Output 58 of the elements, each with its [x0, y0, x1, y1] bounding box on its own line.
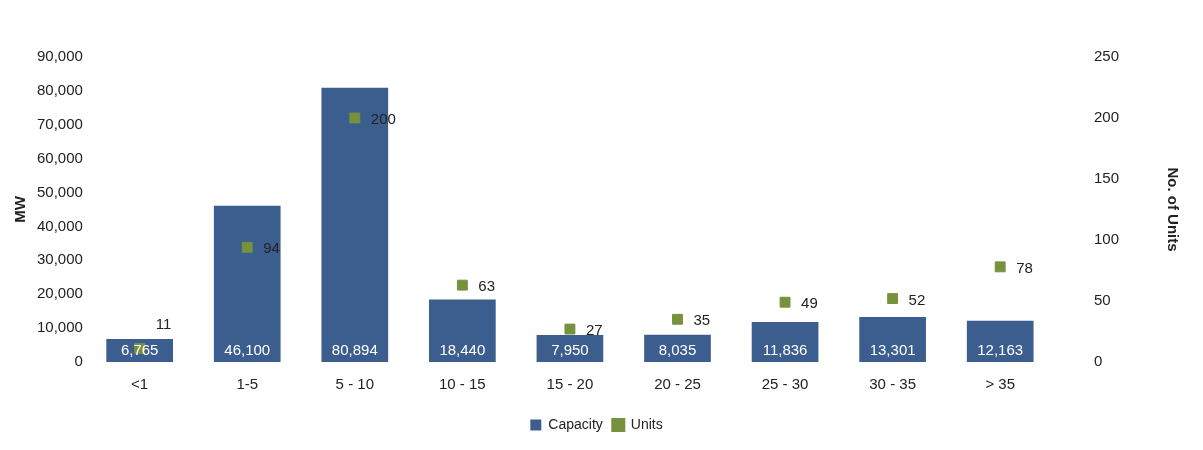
data-label: 80,894	[331, 340, 378, 358]
data-label: 11	[155, 314, 172, 332]
y-tick-label: 50,000	[36, 182, 83, 200]
x-tick-label: <1	[131, 375, 149, 393]
data-label: 27	[585, 321, 603, 339]
point	[887, 293, 899, 305]
x-tick-label: 25 - 30	[761, 375, 809, 393]
data-label: 52	[908, 290, 926, 308]
point	[994, 261, 1006, 273]
legend-label: Units	[630, 415, 663, 432]
data-label: 78	[1016, 258, 1033, 276]
data-label: 35	[693, 311, 711, 329]
data-label: 6,765	[120, 340, 159, 358]
bar	[429, 299, 496, 362]
point	[564, 323, 576, 335]
y-tick-label: 90,000	[36, 47, 83, 65]
legend-label: Capacity	[548, 415, 603, 432]
y2-tick-label: 100	[1093, 230, 1119, 248]
y-tick-label: 70,000	[36, 114, 83, 132]
point	[349, 112, 361, 124]
x-tick-label: > 35	[985, 375, 1015, 393]
y2-tick-label: 150	[1093, 169, 1119, 187]
data-label: 49	[801, 294, 818, 312]
y-tick-label: 30,000	[36, 250, 83, 268]
y-tick-label: 20,000	[36, 284, 83, 302]
point	[779, 296, 791, 308]
data-label: 46,100	[224, 340, 271, 358]
y-tick-label: 80,000	[36, 81, 83, 99]
x-tick-label: 20 - 25	[654, 375, 701, 393]
y-tick-label: 40,000	[36, 216, 83, 234]
y2-tick-label: 0	[1093, 352, 1103, 370]
y-tick-label: 10,000	[36, 318, 83, 336]
point	[672, 313, 683, 325]
bar	[966, 320, 1034, 362]
data-label: 63	[478, 277, 496, 295]
x-tick-label: 10 - 15	[439, 375, 486, 393]
data-label: 13,301	[869, 340, 916, 358]
y-tick-label: 0	[74, 352, 83, 370]
bar	[213, 205, 281, 362]
data-label: 94	[263, 239, 280, 257]
point	[241, 241, 253, 253]
y2-tick-label: 50	[1093, 291, 1111, 309]
y2-tick-label: 250	[1093, 47, 1119, 65]
x-tick-label: 1-5	[236, 375, 259, 393]
point	[456, 279, 468, 291]
x-tick-label: 15 - 20	[546, 375, 594, 393]
y-tick-label: 60,000	[36, 148, 83, 166]
x-tick-label: 5 - 10	[335, 375, 374, 393]
y-axis-title: MW	[11, 195, 29, 223]
data-label: 12,163	[977, 340, 1024, 358]
data-label: 7,950	[551, 340, 589, 358]
x-tick-label: 30 - 35	[869, 375, 916, 393]
data-label: 11,836	[762, 340, 808, 358]
data-label: 8,035	[658, 340, 697, 358]
data-label: 18,440	[439, 340, 486, 358]
bar	[859, 316, 926, 362]
y2-axis-title: No. of Units	[1164, 167, 1182, 252]
y2-tick-label: 200	[1093, 108, 1119, 126]
